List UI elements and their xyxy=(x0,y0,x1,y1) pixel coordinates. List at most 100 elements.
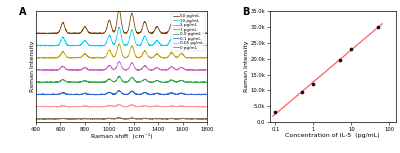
Text: A: A xyxy=(19,7,26,17)
1 pg/mL xyxy=(202,69,207,71)
0.05 pg/mL xyxy=(112,105,117,107)
0.5 pg/mL xyxy=(202,81,207,83)
5 pg/mL xyxy=(173,56,178,57)
50 pg/mL xyxy=(92,32,97,34)
50 pg/mL xyxy=(95,33,100,35)
0.05 pg/mL xyxy=(172,106,177,107)
0 pg/mL xyxy=(190,119,194,121)
50 pg/mL xyxy=(202,32,207,34)
0.1 pg/mL xyxy=(173,93,178,95)
0.1 pg/mL xyxy=(124,93,128,95)
Point xyxy=(337,59,343,61)
0 pg/mL xyxy=(34,118,38,120)
0.05 pg/mL xyxy=(75,106,80,107)
50 pg/mL xyxy=(34,32,38,34)
0 pg/mL xyxy=(92,118,97,120)
0.5 pg/mL xyxy=(117,75,122,77)
0.05 pg/mL xyxy=(92,106,97,108)
10 pg/mL xyxy=(205,45,210,47)
0.5 pg/mL xyxy=(113,81,118,82)
1 pg/mL xyxy=(97,70,102,72)
0.5 pg/mL xyxy=(75,82,80,84)
Point xyxy=(375,25,381,28)
Line: 10 pg/mL: 10 pg/mL xyxy=(36,27,207,46)
Point xyxy=(272,111,279,113)
Line: 0 pg/mL: 0 pg/mL xyxy=(36,118,207,120)
Text: B: B xyxy=(242,7,249,17)
X-axis label: Raman shift  (cm⁻¹): Raman shift (cm⁻¹) xyxy=(91,133,152,139)
Y-axis label: Raman Intensity: Raman Intensity xyxy=(244,41,249,92)
5 pg/mL xyxy=(113,55,118,57)
0 pg/mL xyxy=(112,118,117,120)
0.05 pg/mL xyxy=(202,106,207,108)
5 pg/mL xyxy=(75,56,80,58)
0.1 pg/mL xyxy=(117,90,122,91)
0 pg/mL xyxy=(205,118,210,120)
0.05 pg/mL xyxy=(124,106,128,108)
0.05 pg/mL xyxy=(34,106,38,108)
Line: 0.5 pg/mL: 0.5 pg/mL xyxy=(36,76,207,83)
10 pg/mL xyxy=(173,43,178,45)
50 pg/mL xyxy=(173,30,178,32)
5 pg/mL xyxy=(205,57,210,59)
10 pg/mL xyxy=(117,26,122,28)
10 pg/mL xyxy=(92,45,97,47)
10 pg/mL xyxy=(96,45,101,47)
1 pg/mL xyxy=(113,68,118,70)
5 pg/mL xyxy=(93,56,98,58)
5 pg/mL xyxy=(202,57,207,58)
0.05 pg/mL xyxy=(205,106,210,108)
5 pg/mL xyxy=(124,56,128,58)
0.05 pg/mL xyxy=(200,106,205,108)
5 pg/mL xyxy=(90,58,95,59)
0 pg/mL xyxy=(202,118,207,120)
Point xyxy=(310,83,316,85)
0.1 pg/mL xyxy=(34,94,38,96)
1 pg/mL xyxy=(34,69,38,71)
Line: 0.1 pg/mL: 0.1 pg/mL xyxy=(36,91,207,95)
0 pg/mL xyxy=(124,118,128,119)
1 pg/mL xyxy=(116,61,121,63)
0.5 pg/mL xyxy=(205,81,210,83)
0.1 pg/mL xyxy=(202,94,207,96)
10 pg/mL xyxy=(75,45,80,46)
0.05 pg/mL xyxy=(117,103,122,105)
50 pg/mL xyxy=(124,32,128,34)
0.5 pg/mL xyxy=(124,81,128,83)
0.1 pg/mL xyxy=(113,93,118,95)
X-axis label: Concentration of IL-5  (pg/mL): Concentration of IL-5 (pg/mL) xyxy=(286,133,380,138)
50 pg/mL xyxy=(75,32,80,34)
10 pg/mL xyxy=(124,44,128,46)
50 pg/mL xyxy=(117,9,122,11)
0 pg/mL xyxy=(75,118,80,120)
0.1 pg/mL xyxy=(75,94,80,96)
1 pg/mL xyxy=(92,69,97,71)
0.5 pg/mL xyxy=(93,82,98,83)
Line: 5 pg/mL: 5 pg/mL xyxy=(36,44,207,58)
1 pg/mL xyxy=(205,69,210,71)
10 pg/mL xyxy=(113,42,118,44)
0.5 pg/mL xyxy=(37,82,42,84)
Legend: 50 pg/mL, 10 pg/mL, 5 pg/mL, 1 pg/mL, 0.5 pg/mL, 0.1 pg/mL, 0.05 pg/mL, 0 pg/mL: 50 pg/mL, 10 pg/mL, 5 pg/mL, 1 pg/mL, 0.… xyxy=(171,13,205,51)
1 pg/mL xyxy=(173,68,178,70)
Line: 1 pg/mL: 1 pg/mL xyxy=(36,62,207,71)
10 pg/mL xyxy=(202,44,207,46)
5 pg/mL xyxy=(116,43,121,45)
Point xyxy=(299,91,305,93)
0.1 pg/mL xyxy=(205,93,210,95)
Line: 50 pg/mL: 50 pg/mL xyxy=(36,10,207,34)
0.5 pg/mL xyxy=(34,81,38,83)
0.1 pg/mL xyxy=(93,94,98,96)
50 pg/mL xyxy=(205,33,210,35)
Point xyxy=(348,48,354,50)
1 pg/mL xyxy=(124,69,128,71)
0 pg/mL xyxy=(172,118,177,120)
0.5 pg/mL xyxy=(173,80,178,82)
0.1 pg/mL xyxy=(92,93,97,95)
0 pg/mL xyxy=(116,117,121,118)
Line: 0.05 pg/mL: 0.05 pg/mL xyxy=(36,104,207,107)
5 pg/mL xyxy=(34,57,38,59)
Y-axis label: Raman Intensity: Raman Intensity xyxy=(30,41,35,92)
1 pg/mL xyxy=(75,69,80,71)
50 pg/mL xyxy=(113,30,118,32)
